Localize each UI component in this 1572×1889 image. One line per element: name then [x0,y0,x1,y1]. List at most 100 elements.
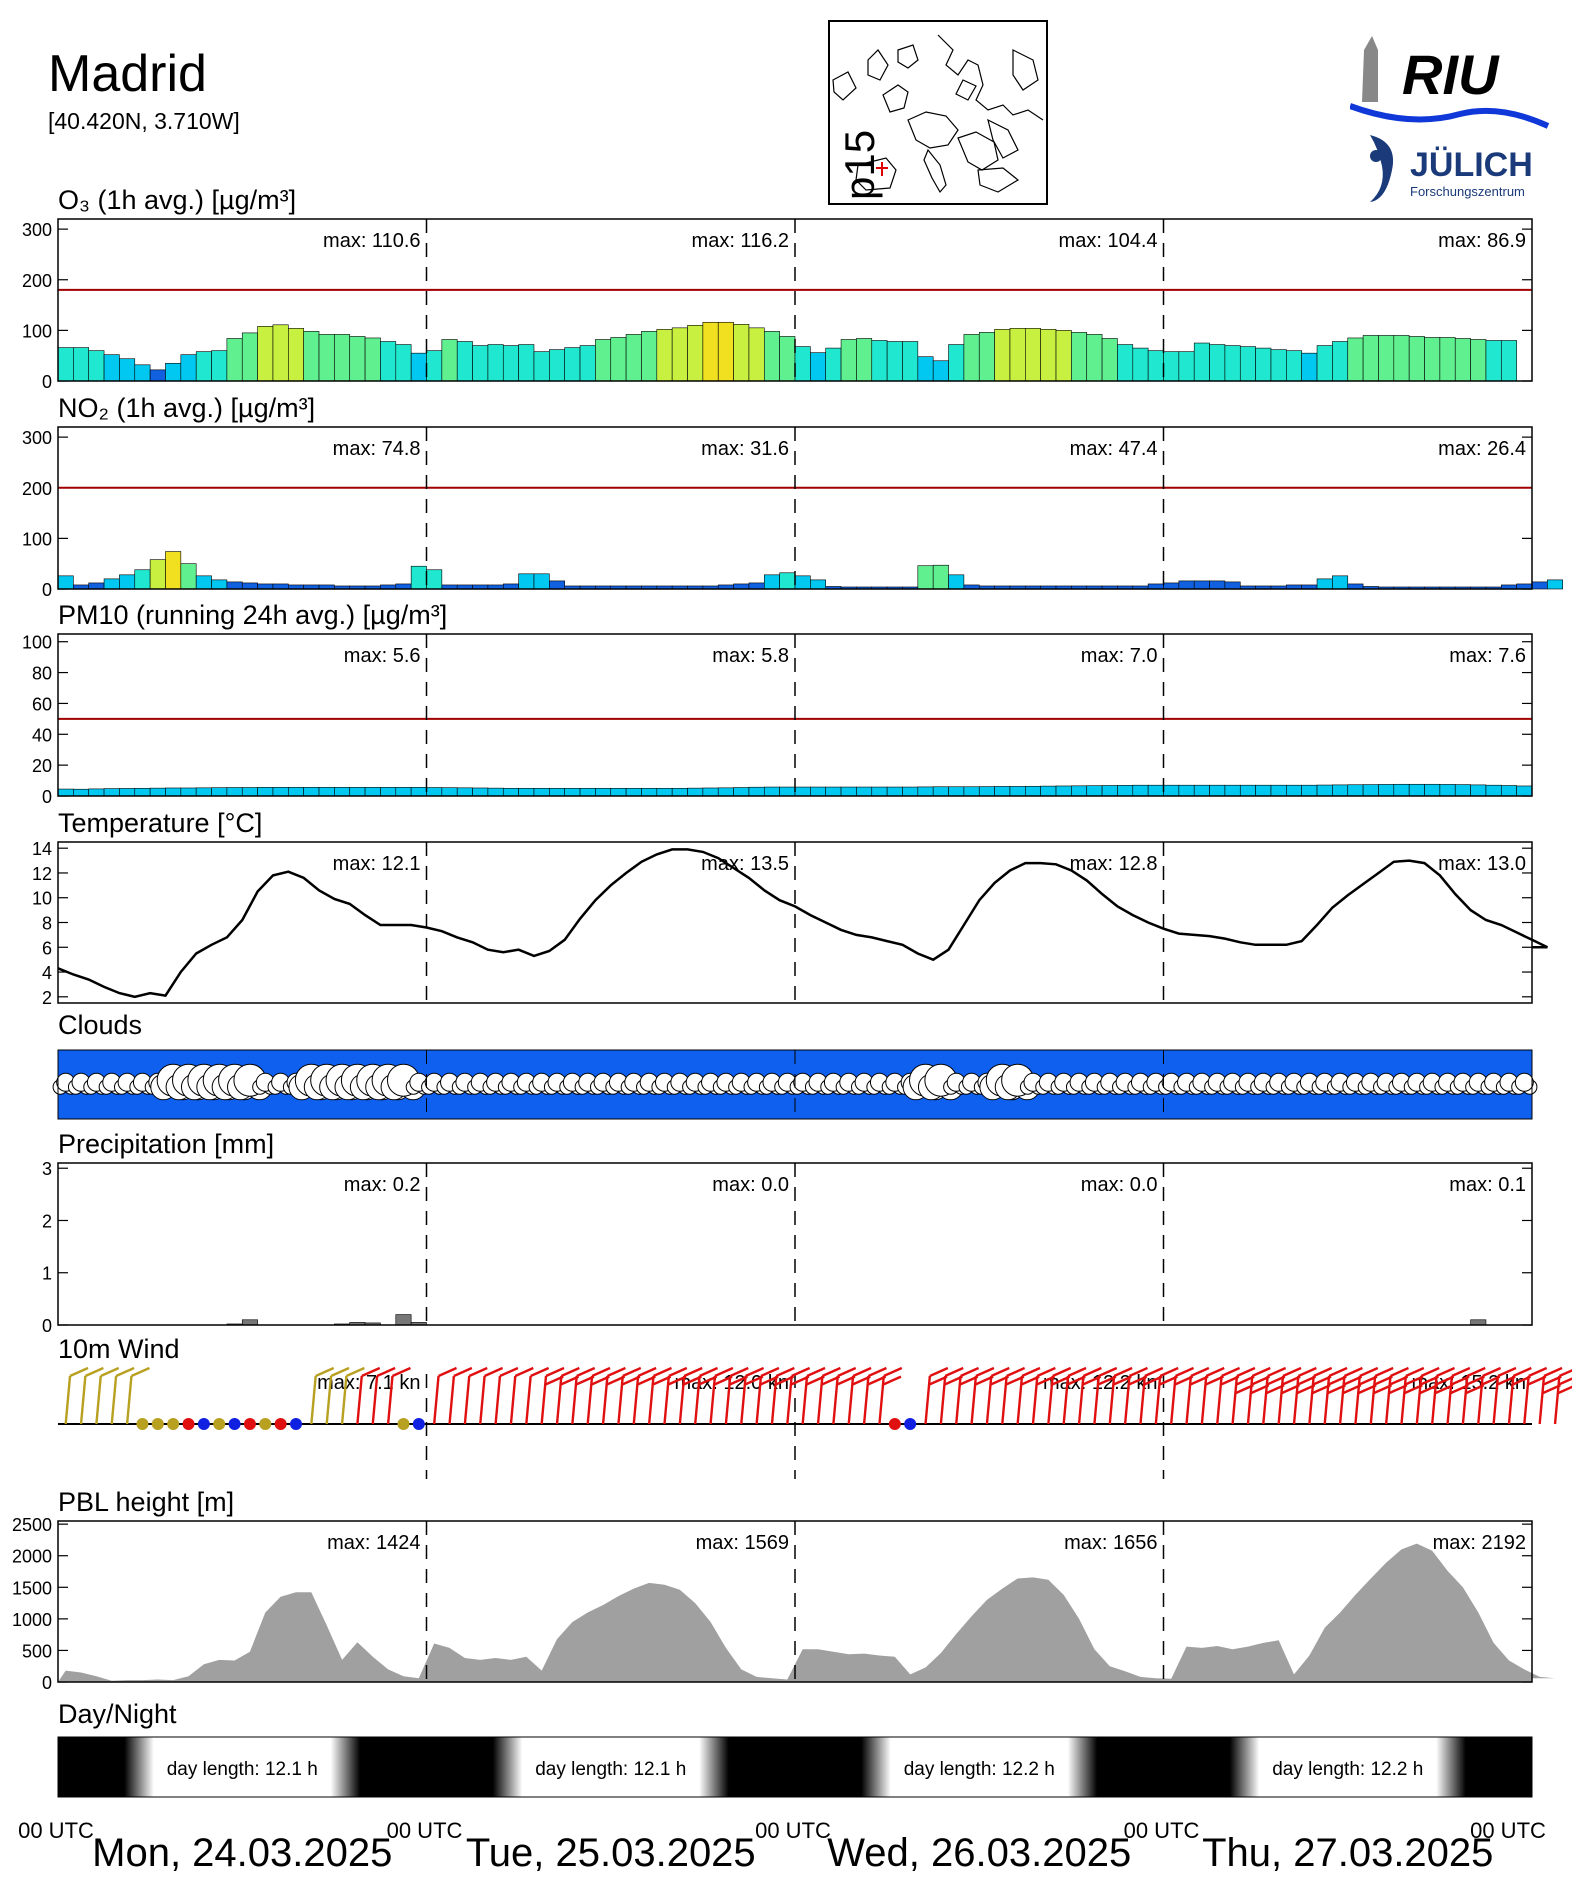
precip-ytick-label: 1 [42,1264,52,1284]
pbl-max-label: max: 2192 [1433,1532,1526,1554]
no2-bar [103,578,120,590]
o3-bar [641,331,658,382]
wind-calm-dot [259,1418,272,1430]
wind-calm-dot [197,1418,210,1430]
pm10-bar [963,786,980,797]
o3-bar [1286,350,1302,382]
o3-bar [1347,337,1364,382]
temp-ytick-label: 12 [32,864,52,884]
utc-label: 00 UTC [387,1818,463,1843]
temp-ytick-label: 4 [42,963,52,983]
pm10-bar [380,787,397,797]
wind-barb [64,1366,89,1425]
wind-calm-dot [228,1418,241,1430]
o3-bar [733,323,750,382]
pm10-bar [303,787,320,797]
o3-bar [763,331,780,382]
o3-bar [1178,351,1195,382]
o3-bar [917,356,934,382]
o3-title: O₃ (1h avg.) [µg/m³] [58,185,296,215]
pm10-bar [502,787,519,797]
o3-bar [303,331,320,382]
temp-max-label: max: 13.5 [701,853,789,875]
no2-bar [1224,581,1241,590]
o3-bar [978,332,995,382]
no2-bar [257,583,274,590]
o3-bar [119,358,136,382]
o3-bar [1132,347,1149,382]
no2-ytick-label: 300 [22,428,52,448]
pm10-bar [1332,784,1349,797]
pm10-bar [1454,784,1471,797]
pbl-ytick-label: 1500 [12,1578,52,1598]
no2-max-label: max: 47.4 [1070,438,1158,460]
o3-bar [1239,346,1256,382]
pm10-bar [564,787,581,797]
pm10-bar [1178,784,1195,797]
no2-ytick-label: 200 [22,479,52,499]
temp-ytick-label: 2 [42,988,52,1008]
pm10-bar [1209,784,1226,797]
pm10-ytick-label: 80 [32,664,52,684]
day-length-label: day length: 12.2 h [1272,1759,1423,1780]
o3-bar [165,362,182,382]
pm10-bar [810,786,827,797]
o3-ytick-label: 0 [42,372,52,392]
o3-bar [180,354,197,382]
o3-bar [1362,335,1379,382]
pm10-bar [595,787,612,797]
pm10-title: PM10 (running 24h avg.) [µg/m³] [58,600,447,630]
no2-bar [211,579,228,590]
wind-barb [1553,1369,1572,1425]
wind-calm-dot [167,1418,180,1430]
o3-bar [748,327,765,382]
o3-bar [932,360,949,382]
o3-bar [595,339,612,382]
o3-bar [1193,342,1210,382]
pm10-bar [1147,784,1164,797]
pm10-bar [241,787,258,797]
wind-barb [371,1366,396,1425]
pm10-bar [625,787,642,797]
no2-max-label: max: 74.8 [333,438,421,460]
wind-barb [494,1366,519,1425]
pm10-bar [733,787,750,797]
daynight-day-band [795,1737,1164,1797]
pm10-ytick-label: 20 [32,756,52,776]
no2-bar [533,573,550,590]
pm10-bar [1470,784,1487,797]
pm10-bar [902,786,919,797]
pbl-ytick-label: 500 [22,1641,52,1661]
o3-bar [1147,350,1164,382]
o3-bar [364,337,381,382]
utc-label: 00 UTC [1124,1818,1200,1843]
no2-bar [395,583,412,590]
o3-bar [717,321,734,382]
pbl-ytick-label: 2500 [12,1515,52,1535]
o3-bar [1332,341,1349,382]
pm10-bar [856,786,873,797]
o3-bar [241,332,258,382]
pm10-bar [472,787,489,797]
o3-bar [948,344,965,382]
pm10-bar [1393,783,1410,797]
daynight-frame [57,1736,1533,1798]
o3-bar [226,338,243,382]
o3-bar [1009,328,1026,382]
o3-bar [380,341,397,382]
o3-bar [825,347,842,382]
precip-ytick-label: 0 [42,1316,52,1336]
o3-bar [149,369,166,382]
pm10-bar [1255,784,1272,797]
o3-bar [1424,337,1441,382]
o3-bar [779,336,796,382]
pm10-bar [272,787,289,797]
no2-bar [1516,583,1533,590]
o3-bar [1071,332,1088,382]
no2-bar [794,575,811,590]
pm10-bar [1408,783,1425,797]
pbl-title: PBL height [m] [58,1487,234,1517]
pm10-bar [1025,785,1041,797]
cloud-icon [1511,1072,1538,1095]
temp-ytick-label: 10 [32,889,52,909]
